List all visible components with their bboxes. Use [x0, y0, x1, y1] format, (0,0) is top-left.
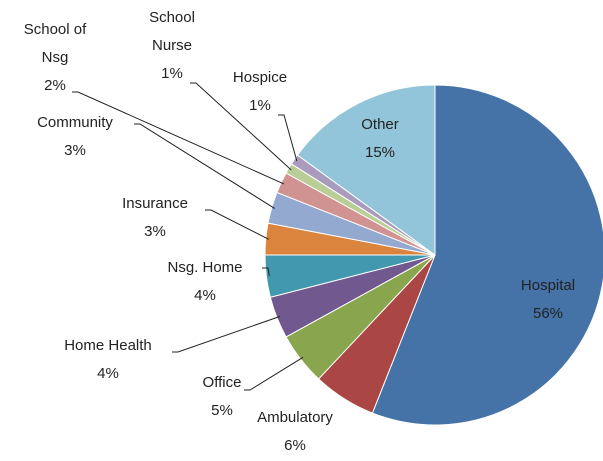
- leader-line: [244, 356, 304, 391]
- category-label: Community: [37, 114, 113, 131]
- value-label: 6%: [284, 437, 306, 454]
- value-label: 1%: [249, 97, 271, 114]
- slice-label: Other 15%: [345, 111, 415, 167]
- category-label: Insurance: [122, 195, 188, 212]
- category-label: Office: [202, 374, 242, 391]
- value-label: 15%: [364, 144, 396, 161]
- slice-label: Community 3%: [15, 109, 135, 165]
- slice-label: Nsg. Home 4%: [150, 254, 260, 310]
- value-label: 4%: [97, 365, 119, 382]
- category-label: School Nurse: [149, 9, 195, 54]
- pie-slice: [371, 84, 603, 426]
- slice-label: Hospice 1%: [220, 64, 300, 120]
- leader-line: [262, 267, 270, 277]
- value-label: 3%: [64, 142, 86, 159]
- category-label: Hospital: [520, 277, 576, 294]
- value-label: 3%: [144, 223, 166, 240]
- leader-line: [72, 91, 285, 185]
- slice-label: Insurance 3%: [105, 190, 205, 246]
- category-label: Home Health: [64, 337, 152, 354]
- leader-line: [134, 123, 275, 209]
- value-label: 1%: [161, 65, 183, 82]
- value-label: 2%: [44, 77, 66, 94]
- category-label: Nsg. Home: [167, 259, 243, 276]
- category-label: Ambulatory: [257, 409, 333, 426]
- leader-line: [205, 209, 269, 240]
- value-label: 4%: [194, 287, 216, 304]
- slice-label: School of Nsg 2%: [15, 16, 95, 100]
- pie-slice: [296, 84, 436, 256]
- category-label: Hospice: [232, 69, 288, 86]
- slice-label: School Nurse 1%: [142, 4, 202, 88]
- leader-line: [190, 82, 292, 171]
- category-label: School of Nsg: [23, 21, 87, 66]
- leader-line: [278, 114, 298, 162]
- slice-label: Office 5%: [192, 369, 252, 425]
- slice-label: Hospital 56%: [503, 272, 593, 328]
- value-label: 5%: [211, 402, 233, 419]
- category-label: Other: [361, 116, 399, 133]
- slice-label: Home Health 4%: [38, 332, 178, 388]
- value-label: 56%: [532, 305, 564, 322]
- leader-line: [172, 316, 280, 353]
- slice-label: Ambulatory 6%: [240, 404, 350, 460]
